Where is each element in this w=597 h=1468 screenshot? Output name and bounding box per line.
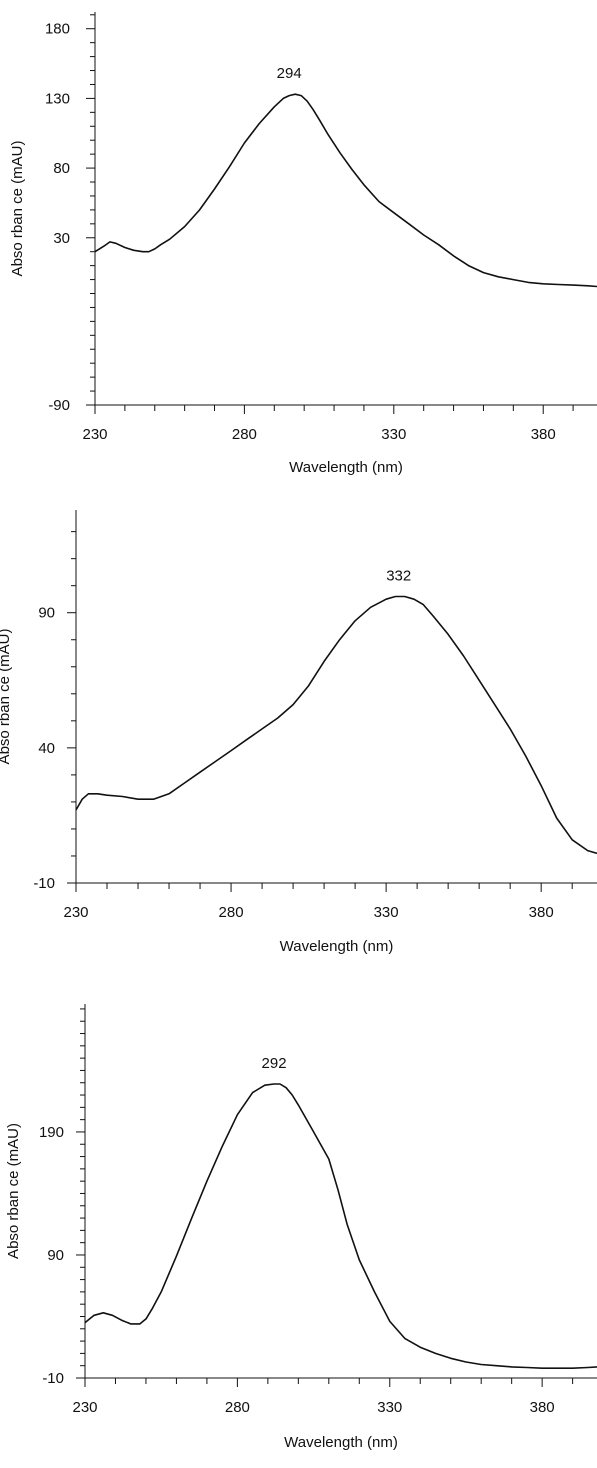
x-tick-label: 380 (530, 1399, 555, 1416)
x-axis-title: Wavelength (nm) (280, 938, 394, 955)
x-tick-label: 380 (529, 904, 554, 921)
y-axis-title: Abso rban ce (mAU) (5, 1123, 22, 1259)
chart-1: 230 280 330 380 -90 30 80 130 180 Wavelength (nm)… (0, 0, 597, 490)
y-tick-label: 40 (38, 740, 55, 757)
y-tick-label: 130 (45, 90, 70, 107)
y-tick-label: -10 (33, 875, 55, 892)
x-tick-label: 230 (63, 904, 88, 921)
x-tick-label: 330 (374, 904, 399, 921)
chart-1-svg: 230 280 330 380 -90 30 80 130 180 Wavelength (nm)… (9, 12, 597, 476)
y-tick-label: 90 (47, 1247, 64, 1264)
x-axis-title: Wavelength (nm) (289, 459, 403, 476)
y-tick-label: -90 (48, 397, 70, 414)
x-tick-label: 230 (72, 1399, 97, 1416)
y-tick-label: 80 (53, 160, 70, 177)
y-tick-label: -10 (42, 1370, 64, 1387)
chart-3: 230 280 330 380 -10 90 190 Wavelength (nm) Abso … (0, 980, 597, 1468)
spectrum-line (84, 1083, 597, 1369)
peak-label: 332 (386, 567, 411, 584)
x-axis-title: Wavelength (nm) (284, 1434, 398, 1451)
y-tick-label: 30 (53, 230, 70, 247)
x-tick-label: 330 (381, 426, 406, 443)
x-tick-label: 280 (232, 426, 257, 443)
peak-label: 294 (277, 65, 302, 82)
chart-2: 230 280 330 380 -10 40 90 Wavelength (nm) Abso r… (0, 490, 597, 980)
y-tick-label: 90 (38, 605, 55, 622)
y-tick-label: 180 (45, 21, 70, 38)
peak-label: 292 (262, 1055, 287, 1072)
x-tick-label: 330 (377, 1399, 402, 1416)
x-tick-label: 280 (225, 1399, 250, 1416)
x-tick-label: 280 (219, 904, 244, 921)
y-axis-title: Abso rban ce (mAU) (9, 141, 26, 277)
spectrum-line (94, 93, 597, 288)
y-tick-label: 190 (39, 1124, 64, 1141)
y-axis-title: Abso rban ce (mAU) (0, 629, 13, 765)
x-tick-label: 380 (531, 426, 556, 443)
spectrum-line (75, 595, 597, 855)
x-tick-label: 230 (82, 426, 107, 443)
chart-2-svg: 230 280 330 380 -10 40 90 Wavelength (nm) Abso r… (0, 510, 597, 955)
chart-3-svg: 230 280 330 380 -10 90 190 Wavelength (nm) Abso … (5, 1004, 597, 1451)
